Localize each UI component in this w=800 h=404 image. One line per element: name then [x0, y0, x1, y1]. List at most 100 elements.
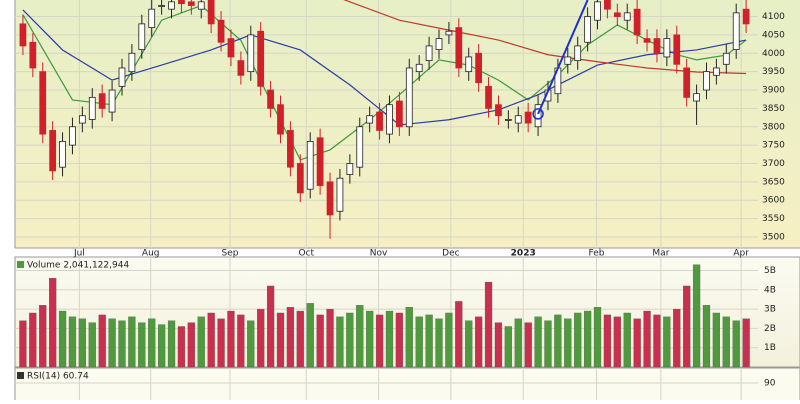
- moving-average-line: [22, 9, 747, 126]
- candle-body: [623, 12, 631, 21]
- volume-bar: [623, 312, 631, 368]
- volume-bar: [484, 281, 493, 368]
- y-tick-label: 3650: [762, 177, 785, 187]
- candle-body: [425, 45, 433, 62]
- volume-bar: [247, 320, 255, 368]
- candle-body: [49, 130, 57, 172]
- candle-body: [187, 1, 195, 6]
- y-tick-label: 2B: [764, 324, 776, 334]
- volume-legend-swatch: [17, 261, 24, 268]
- volume-bar: [266, 285, 275, 368]
- volume-bar: [633, 318, 641, 368]
- candle-body: [356, 126, 364, 168]
- candle-body: [742, 8, 750, 25]
- volume-bar: [534, 316, 542, 368]
- volume-bar: [276, 312, 285, 368]
- candle-body: [415, 63, 423, 73]
- volume-bar: [346, 312, 354, 368]
- volume-bar: [49, 278, 57, 368]
- candle-body: [693, 93, 700, 102]
- candle-body: [69, 126, 76, 146]
- candle-body: [326, 181, 334, 216]
- volume-bar: [663, 316, 671, 368]
- y-tick-label: 3700: [762, 159, 785, 169]
- trendline: [537, 0, 589, 115]
- candle-body: [713, 67, 720, 76]
- candle-body: [108, 89, 116, 113]
- candle-body: [574, 45, 582, 62]
- candle-body: [88, 96, 96, 120]
- volume-bar: [732, 320, 740, 368]
- y-tick-label: 3750: [762, 141, 785, 151]
- candle-body: [683, 67, 691, 98]
- rsi-title: RSI(14) 60.74: [27, 372, 89, 382]
- volume-bar: [356, 305, 364, 368]
- volume-bar: [128, 316, 136, 368]
- candle-body: [366, 115, 374, 124]
- volume-bar: [455, 301, 463, 368]
- trendline-anchor: [532, 108, 544, 120]
- volume-bar: [395, 312, 403, 368]
- volume-bar: [742, 318, 750, 368]
- volume-bar: [504, 326, 512, 368]
- volume-bar: [544, 320, 552, 368]
- candle-body: [306, 141, 314, 190]
- candle-body: [613, 12, 621, 17]
- candle-body: [78, 115, 86, 124]
- candle-body: [514, 115, 522, 124]
- volume-bar: [326, 308, 334, 368]
- volume-bar: [475, 316, 483, 368]
- volume-bar: [385, 310, 394, 368]
- volume-bar: [524, 322, 532, 368]
- volume-bar: [58, 310, 67, 368]
- volume-bar: [118, 320, 126, 368]
- x-tick-label: Mar: [652, 249, 669, 259]
- candle-body: [633, 8, 641, 36]
- candle-body: [19, 23, 27, 47]
- x-tick-label: Apr: [733, 249, 749, 259]
- candle-body: [128, 52, 136, 73]
- x-tick-label: Sep: [221, 249, 238, 259]
- candle-body: [39, 71, 47, 135]
- volume-bar: [257, 308, 265, 368]
- volume-bar: [29, 312, 37, 368]
- plot-layer: Jul Aug Sep Oct Nov Dec 2023 Feb Mar Apr 3500 3550 3…: [15, 0, 785, 400]
- y-tick-label: 3550: [762, 214, 785, 224]
- volume-bar: [514, 318, 522, 368]
- volume-bar: [207, 312, 215, 368]
- candle-body: [247, 34, 255, 73]
- volume-bar: [286, 307, 295, 368]
- candle-body: [524, 111, 532, 124]
- y-tick-label: 4100: [762, 12, 785, 22]
- volume-bar: [613, 316, 621, 368]
- candle-body: [663, 38, 671, 58]
- candle-body: [475, 52, 483, 84]
- candle-body: [138, 23, 146, 51]
- candle-body: [584, 16, 591, 43]
- candle-body: [673, 34, 681, 65]
- candle-body: [604, 0, 611, 10]
- candle-body: [118, 67, 126, 87]
- volume-bar: [197, 316, 205, 368]
- candle-body: [267, 89, 274, 109]
- x-tick-label: Dec: [442, 249, 459, 259]
- volume-bar: [336, 316, 344, 368]
- volume-bar: [366, 310, 374, 368]
- candle-body: [722, 52, 730, 65]
- candle-body: [643, 38, 651, 43]
- y-tick-label: 4050: [762, 30, 785, 40]
- x-tick-label: Aug: [142, 249, 160, 259]
- volume-bar: [138, 322, 146, 368]
- volume-bar: [39, 305, 47, 368]
- candle-body: [316, 137, 324, 186]
- candle-body: [178, 0, 185, 5]
- candle-body: [386, 104, 393, 135]
- candle-body: [346, 163, 354, 175]
- candle-body: [594, 1, 601, 21]
- y-tick-label: 3600: [762, 196, 785, 206]
- volume-bar: [108, 318, 116, 368]
- candle-body: [287, 130, 294, 168]
- x-tick-label: Oct: [298, 249, 314, 259]
- x-tick-label: Nov: [370, 249, 388, 259]
